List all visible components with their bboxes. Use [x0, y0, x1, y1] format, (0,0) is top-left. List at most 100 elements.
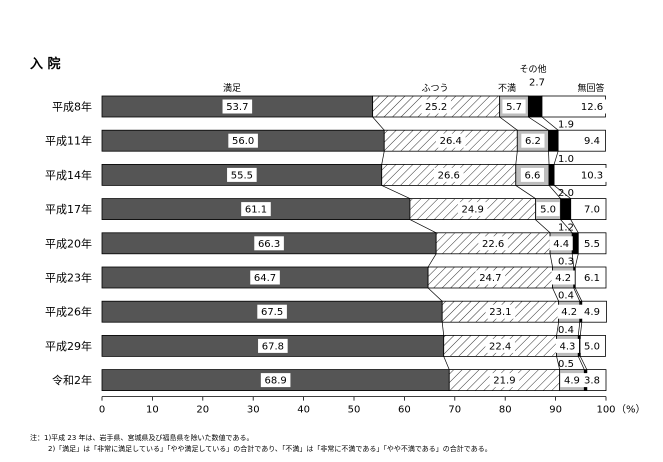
value-label: 53.7 — [226, 102, 248, 113]
value-label-bg — [258, 338, 288, 353]
chart-title: 入 院 — [30, 56, 61, 72]
x-tick-label: 80 — [499, 405, 512, 416]
x-tick-label: 50 — [348, 405, 361, 416]
category-label: 平成20年 — [45, 236, 92, 250]
value-label: 1.0 — [558, 154, 574, 165]
value-label: 5.5 — [584, 239, 600, 250]
bar-segment-3 — [571, 232, 579, 255]
value-label-bg — [521, 133, 545, 148]
connector-line — [541, 116, 559, 131]
connector-line — [528, 116, 549, 131]
value-label-bg — [502, 99, 526, 114]
note-2: 2)「満足」は「非常に満足している」「やや満足している」の合計であり、「不満」は… — [48, 444, 492, 453]
value-label-bg — [580, 202, 604, 217]
value-label: 12.6 — [581, 102, 603, 113]
value-label: 67.8 — [262, 341, 284, 352]
connector-line — [577, 356, 585, 370]
value-label: 22.6 — [482, 239, 504, 250]
value-label: 0.4 — [558, 291, 574, 302]
value-label: 6.1 — [584, 273, 600, 284]
value-label: 4.4 — [553, 239, 569, 250]
value-label: 7.0 — [584, 205, 600, 216]
value-label: 2.7 — [529, 78, 545, 89]
bar-segment-3 — [548, 129, 559, 152]
value-label: 68.9 — [264, 376, 286, 387]
value-label: 1.2 — [558, 222, 574, 233]
value-label: 61.1 — [245, 205, 267, 216]
value-label: 56.0 — [232, 136, 254, 147]
value-label-bg — [254, 236, 284, 251]
series-header: その他 — [519, 63, 546, 75]
value-label-bg — [555, 338, 580, 353]
connector-line — [441, 322, 445, 336]
value-label-bg — [250, 270, 280, 285]
value-label: 24.7 — [479, 273, 501, 284]
value-label: 66.3 — [258, 239, 280, 250]
value-label-bg — [560, 373, 584, 388]
value-label: 21.9 — [493, 376, 515, 387]
value-label-bg — [241, 202, 271, 217]
value-label: 4.2 — [555, 273, 571, 284]
value-label-bg — [489, 373, 520, 388]
value-label-bg — [580, 236, 604, 251]
connector-line — [560, 219, 573, 234]
series-header: 不満 — [498, 83, 516, 94]
connector-line — [579, 356, 588, 370]
connector-line — [553, 185, 571, 199]
value-label: 9.4 — [584, 136, 600, 147]
value-label: 0.3 — [558, 257, 574, 268]
x-tick-label: 60 — [398, 405, 411, 416]
connector-line — [372, 116, 385, 131]
value-label: 22.4 — [489, 341, 511, 352]
value-label-bg — [536, 202, 560, 217]
value-label-bg — [580, 133, 604, 148]
value-label-bg — [577, 167, 607, 182]
connector-line — [571, 253, 575, 268]
bar-segment-3 — [527, 95, 543, 118]
value-label-bg — [222, 99, 253, 114]
x-tick-label: 40 — [297, 405, 310, 416]
value-label: 24.9 — [462, 205, 484, 216]
value-label: 4.9 — [564, 376, 580, 387]
value-label: 10.3 — [581, 170, 603, 181]
category-label: 平成11年 — [45, 134, 92, 148]
value-label-bg — [580, 270, 604, 285]
series-header: ふつう — [421, 83, 448, 94]
value-label-bg — [520, 167, 545, 182]
category-label: 平成26年 — [45, 305, 92, 319]
connector-line — [552, 287, 559, 302]
value-label: 3.8 — [584, 376, 600, 387]
connector-line — [579, 322, 583, 336]
value-label-bg — [433, 167, 464, 182]
value-label: 0.5 — [558, 359, 574, 370]
x-tick-label: 100 — [596, 405, 615, 416]
x-unit-label: （%） — [616, 404, 646, 416]
value-label: 1.9 — [558, 120, 574, 131]
value-label-bg — [485, 338, 515, 353]
value-label-bg — [260, 373, 291, 388]
value-label: 6.6 — [524, 170, 540, 181]
connector-line — [515, 151, 518, 165]
connector-line — [549, 253, 553, 268]
x-tick-label: 10 — [146, 405, 159, 416]
value-label: 2.0 — [558, 188, 574, 199]
category-label: 令和2年 — [52, 373, 92, 387]
category-label: 平成14年 — [45, 168, 92, 182]
connector-line — [535, 219, 551, 234]
value-label: 5.0 — [540, 205, 556, 216]
x-tick-label: 0 — [99, 405, 105, 416]
value-label: 4.3 — [559, 341, 575, 352]
value-label: 4.2 — [561, 307, 577, 318]
value-label: 64.7 — [254, 273, 276, 284]
connector-line — [499, 116, 518, 131]
series-header: 無回答 — [577, 82, 604, 94]
x-tick-label: 70 — [448, 405, 461, 416]
value-label-bg — [580, 338, 604, 353]
x-tick-label: 30 — [247, 405, 260, 416]
value-label-bg — [549, 236, 573, 251]
value-label: 5.7 — [506, 102, 522, 113]
connector-line — [443, 356, 450, 370]
connector-line — [515, 185, 536, 199]
connector-line — [556, 356, 560, 370]
